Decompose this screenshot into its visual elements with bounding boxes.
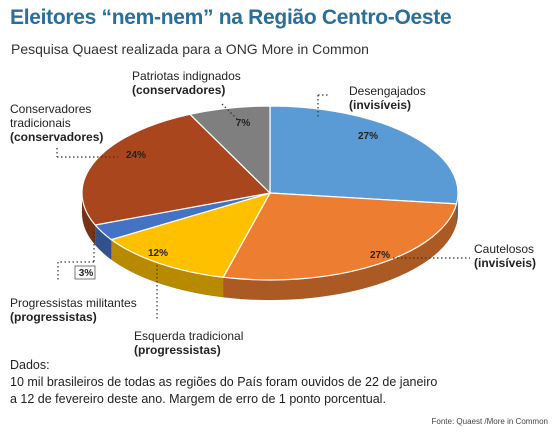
chart-subtitle: Pesquisa Quaest realizada para a ONG Mor… bbox=[11, 41, 369, 57]
value-label-patriotas-indignados: 7% bbox=[236, 118, 251, 129]
value-label-progressistas-militantes: 3% bbox=[79, 268, 94, 279]
value-label-conservadores-tradicionais: 24% bbox=[126, 150, 146, 161]
label-desengajados: Desengajados (invisíveis) bbox=[349, 84, 426, 112]
value-box-progressistas bbox=[74, 265, 96, 280]
notes-block: Dados: 10 mil brasileiros de todas as re… bbox=[10, 357, 437, 408]
pie-slice-desengajados bbox=[269, 105, 459, 205]
label-patriotas: Patriotas indignados (conservadores) bbox=[132, 69, 241, 97]
label-cautelosos: Cautelosos (invisíveis) bbox=[474, 242, 537, 270]
notes-line1: 10 mil brasileiros de todas as regiões d… bbox=[10, 375, 438, 389]
pie-slice-conservadores-tradicionais bbox=[81, 113, 272, 226]
chart-title: Eleitores “nem-nem” na Região Centro-Oes… bbox=[10, 6, 452, 29]
label-progressistas: Progressistas militantes (progressistas) bbox=[10, 296, 137, 324]
value-label-esquerda-tradicional: 12% bbox=[148, 248, 168, 259]
label-esquerda: Esquerda tradicional (progressistas) bbox=[134, 329, 244, 357]
pie-slice-patriotas-indignados bbox=[188, 105, 271, 195]
notes-heading: Dados: bbox=[10, 358, 50, 372]
notes-line2: a 12 de fevereiro deste ano. Margem de e… bbox=[10, 392, 386, 406]
pie-slice-cautelosos bbox=[222, 192, 458, 281]
value-label-cautelosos: 27% bbox=[370, 250, 390, 261]
pie-slice-esquerda-tradicional bbox=[109, 192, 272, 278]
value-label-desengajados: 27% bbox=[358, 131, 378, 142]
source-note: Fonte: Quaest /More in Common bbox=[431, 417, 549, 426]
label-conservadores: Conservadores tradicionais (conservadore… bbox=[10, 102, 104, 144]
